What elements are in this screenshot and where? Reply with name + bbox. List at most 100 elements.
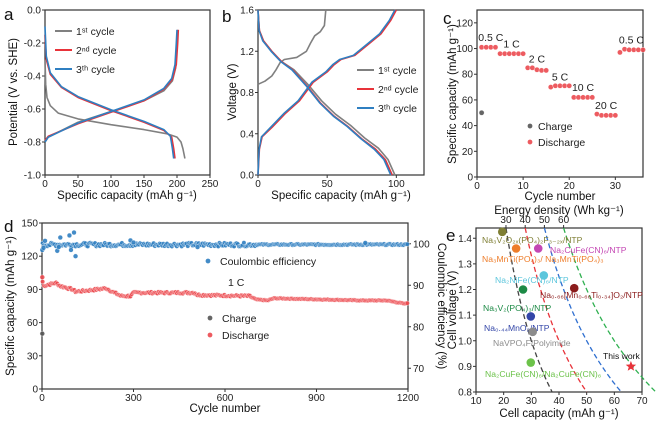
series-line-0 — [257, 9, 327, 86]
x2-tick-label: 50 — [539, 215, 551, 226]
energy-density-line — [524, 227, 588, 393]
legend-marker — [207, 315, 213, 321]
point-label: Na₀.₄₄MnO₂/NTP — [484, 323, 550, 333]
data-point-ce — [40, 245, 47, 251]
x-tick-label: 1200 — [397, 393, 420, 404]
x-tick-label: 20 — [564, 181, 576, 192]
y2-tick-label: 80 — [413, 322, 425, 333]
y-tick-label: 0.0 — [240, 171, 254, 182]
x-tick-label: 50 — [322, 179, 334, 190]
x-tick-label: 600 — [217, 393, 234, 404]
rate-annotation: 1 C — [503, 38, 520, 50]
data-point-discharge — [543, 67, 549, 74]
point-label: This work — [603, 351, 640, 361]
x-axis-label: Cycle number — [525, 191, 596, 203]
x-axis-label: Specific capacity (mAh g⁻¹) — [271, 190, 411, 202]
point-label: Na₂CuFe(CN)₆/NTP — [550, 245, 627, 255]
data-point-discharge — [39, 274, 45, 280]
rate-annotation: 20 C — [595, 100, 618, 112]
data-point — [569, 283, 579, 293]
x-tick-label: 50 — [72, 179, 84, 190]
x-axis-label: Cell capacity (mAh g⁻¹) — [499, 408, 618, 420]
data-point-ce — [42, 238, 48, 244]
data-point-ce — [362, 240, 368, 246]
data-point-discharge — [640, 47, 646, 53]
y2-tick-label: 100 — [413, 239, 430, 250]
data-point-discharge — [534, 66, 540, 73]
y2-tick-label: 70 — [413, 364, 425, 375]
y-tick-label: 0.9 — [458, 362, 472, 373]
x-tick-label: 40 — [553, 396, 565, 407]
data-point-discharge — [492, 44, 499, 51]
x-tick-label: 100 — [103, 179, 120, 190]
x2-tick-label: 30 — [500, 215, 512, 226]
y-tick-label: 1.1 — [458, 311, 472, 322]
data-point-discharge — [520, 50, 526, 57]
y-tick-label: 1.2 — [240, 47, 254, 58]
y2-tick-label: 90 — [413, 281, 425, 292]
x-tick-label: 30 — [526, 396, 538, 407]
series-line-2 — [44, 26, 175, 159]
point-label: Na₃V₂(PO₄)₃/NTP — [483, 303, 552, 313]
legend-label: 1ˢᵗ cycle — [378, 65, 417, 77]
y-tick-label: 0.0 — [27, 6, 41, 17]
legend-label: 1ˢᵗ cycle — [76, 26, 115, 38]
rate-annotation: 0.5 C — [619, 34, 645, 46]
y-tick-label: -0.6 — [24, 105, 42, 116]
y-tick-label: -0.8 — [24, 138, 42, 149]
data-point — [526, 358, 536, 367]
y-tick-label: 120 — [21, 252, 38, 263]
data-point-ce — [72, 253, 79, 259]
panel-label: b — [222, 7, 231, 26]
data-point-ce — [404, 241, 410, 247]
data-point-discharge — [547, 84, 554, 90]
y-tick-label: 1.6 — [240, 6, 254, 17]
y-axis-label: Specific capacity (mAh g⁻¹) — [5, 236, 17, 376]
data-point-ce — [68, 247, 74, 253]
data-point-ce — [130, 239, 137, 246]
panel-label: e — [446, 226, 455, 245]
y-tick-label: 0.4 — [240, 129, 254, 140]
legend-label: 3ᵗʰ cycle — [378, 103, 417, 115]
panel-label: c — [443, 9, 452, 28]
x-tick-label: 0 — [474, 181, 480, 192]
rate-annotation: 5 C — [552, 72, 569, 84]
y-tick-label: 1.3 — [458, 259, 472, 270]
plot-frame — [44, 9, 211, 176]
y-tick-label: 60 — [462, 95, 474, 106]
series-line-2 — [257, 9, 396, 176]
energy-density-line — [505, 227, 553, 393]
energy-density-line — [543, 227, 622, 393]
x2-tick-label: 40 — [520, 215, 532, 226]
y-tick-label: 0 — [467, 173, 473, 184]
x-tick-label: 300 — [125, 393, 142, 404]
legend-marker — [527, 123, 533, 129]
x-tick-label: 50 — [581, 396, 593, 407]
x-tick-label: 100 — [388, 179, 405, 190]
data-point — [526, 312, 536, 321]
y-tick-label: 1.4 — [458, 234, 472, 245]
legend-marker — [207, 332, 213, 338]
series-line-2 — [44, 29, 178, 143]
y-axis-label: Cell voltage (V) — [447, 271, 459, 350]
data-point-discharge — [40, 279, 46, 285]
point-label: Na₃MnTi(PO₄)₃/ Na₃MnTi(PO₄)₃ — [482, 254, 604, 264]
x-tick-label: 10 — [470, 396, 482, 407]
data-point — [511, 244, 521, 253]
y-axis-label: Specific capacity (mAh g⁻¹) — [447, 24, 459, 164]
data-point-discharge — [566, 82, 573, 89]
legend-label: 3ᵗʰ cycle — [76, 64, 115, 76]
data-point-discharge — [621, 46, 628, 52]
y-axis-label: Potential (V vs. SHE) — [8, 38, 20, 146]
plot-frame — [476, 9, 644, 178]
panel-label: d — [4, 217, 13, 236]
data-point-ce — [66, 232, 73, 239]
x-tick-label: 0 — [42, 179, 48, 190]
y-tick-label: -0.4 — [24, 72, 42, 83]
point-label: Na₃V₂O₂ₓ(PO₄)₂F₃₋₂ₓ/NTP — [482, 235, 583, 245]
x-tick-label: 0 — [39, 393, 45, 404]
y-tick-label: 40 — [462, 121, 474, 132]
rate-annotation: 0.5 C — [478, 32, 504, 44]
x-tick-label: 20 — [498, 396, 510, 407]
